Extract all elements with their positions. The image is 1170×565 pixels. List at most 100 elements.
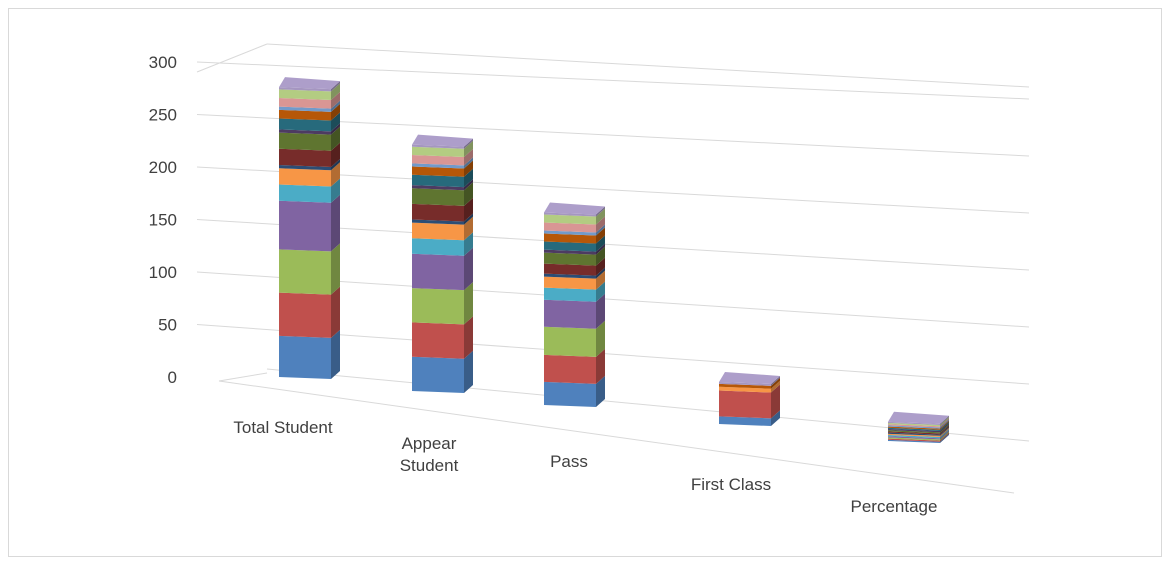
- bar-segment-side: [596, 293, 605, 329]
- bar-segment-side: [596, 348, 605, 384]
- bar-segment-side: [331, 91, 340, 109]
- bar-segment: [888, 438, 940, 442]
- bar-segment-side: [464, 157, 473, 169]
- bar-segment: [412, 238, 464, 256]
- bar-segment: [279, 132, 331, 151]
- bar-segment: [544, 249, 596, 255]
- bar-segment-side: [331, 103, 340, 121]
- bar-segment-side: [464, 168, 473, 188]
- bar-segment: [544, 276, 596, 290]
- bar-segment-side: [940, 427, 949, 437]
- bar-segment: [412, 288, 464, 325]
- bar-segment: [888, 432, 940, 436]
- bar-segment-side: [331, 194, 340, 252]
- bar-segment-side: [596, 281, 605, 302]
- y-tick-label: 200: [149, 158, 177, 177]
- bar-segment-side: [940, 433, 949, 443]
- bar-segment-side: [940, 430, 949, 440]
- stacked-3d-bar-chart: 0 50 100 150 200 250 300 Total Student A…: [149, 43, 1030, 516]
- category-label-percentage: Percentage: [851, 497, 938, 516]
- bar-segment-side: [940, 417, 949, 427]
- bar-segment-side: [331, 126, 340, 151]
- bar-segment: [412, 185, 464, 191]
- bar-segment-side: [596, 206, 605, 217]
- bar-segment: [412, 203, 464, 222]
- bar-segment: [412, 155, 464, 166]
- bar-segment: [544, 212, 596, 217]
- category-label-first-class: First Class: [691, 475, 771, 494]
- bar-segment: [544, 381, 596, 407]
- bar-segment-side: [596, 224, 605, 236]
- bar-segment: [279, 97, 331, 109]
- bar-segment: [412, 144, 464, 149]
- bar-segment-side: [940, 418, 949, 428]
- bar-segment: [888, 423, 940, 427]
- bar-segment-side: [940, 415, 949, 425]
- bar-segment-side: [940, 420, 949, 430]
- bar-segment: [544, 326, 596, 357]
- bar-segment: [544, 241, 596, 252]
- bar-segment: [888, 424, 940, 428]
- bar-segment: [544, 263, 596, 276]
- bar-top: [888, 411, 949, 424]
- bar-segment-side: [464, 197, 473, 222]
- bar-segment: [279, 292, 331, 338]
- bar-segment: [279, 168, 331, 187]
- bar-segment: [279, 165, 331, 171]
- bar-segment-side: [596, 227, 605, 244]
- bar-segment-side: [464, 282, 473, 325]
- category-label-pass: Pass: [550, 452, 588, 471]
- bar-segment-side: [596, 257, 605, 276]
- bar-stack: [719, 371, 780, 426]
- bar-segment: [888, 429, 940, 433]
- chart-area: 0 50 100 150 200 250 300 Total Student A…: [8, 8, 1162, 557]
- category-label-total-student: Total Student: [233, 418, 333, 437]
- bar-segment: [544, 354, 596, 384]
- bar-segment-side: [940, 432, 949, 442]
- bar-segment-side: [331, 100, 340, 112]
- bar-segment: [888, 425, 940, 429]
- bar-segment: [412, 222, 464, 241]
- bar-segment-side: [464, 350, 473, 393]
- bar-segment-side: [331, 178, 340, 203]
- bar-segment: [412, 163, 464, 169]
- bar-segment-side: [464, 316, 473, 359]
- bar-segment: [888, 430, 940, 434]
- bar-segment: [888, 436, 940, 440]
- bar-stack: [544, 202, 605, 407]
- bar-top: [544, 202, 605, 215]
- bar-segment-side: [940, 429, 949, 439]
- bar-segment: [888, 421, 940, 425]
- bar-segment-side: [596, 375, 605, 407]
- bar-segment-side: [331, 286, 340, 338]
- wall-edge: [196, 43, 268, 73]
- bar-segment-side: [596, 216, 605, 233]
- bar-stack: [279, 77, 340, 379]
- bar-segment-side: [940, 431, 949, 441]
- y-tick-label: 250: [149, 106, 177, 125]
- bar-segment-side: [940, 421, 949, 431]
- bar-segment-side: [596, 320, 605, 357]
- bar-segment-side: [596, 267, 605, 279]
- bar-segment: [544, 252, 596, 266]
- y-tick-label: 300: [149, 53, 177, 72]
- bar-segment: [544, 299, 596, 329]
- y-axis-tick-labels: 0 50 100 150 200 250 300: [149, 53, 177, 387]
- bar-segment: [412, 166, 464, 177]
- wall-top-edge: [266, 43, 1030, 88]
- bar-segment-side: [331, 123, 340, 135]
- bar-stack: [888, 411, 949, 443]
- bar-segment-side: [464, 140, 473, 158]
- bar-segment-side: [771, 377, 780, 389]
- bar-segment-side: [464, 216, 473, 241]
- floor-left-edge: [218, 372, 268, 382]
- bar-segment: [544, 273, 596, 279]
- bar-segment: [544, 222, 596, 233]
- bar-segment-side: [464, 213, 473, 225]
- bar-segment: [888, 435, 940, 439]
- bar-segment: [888, 439, 940, 443]
- bar-segment-side: [771, 410, 780, 426]
- bar-top: [412, 134, 473, 147]
- bar-segment-side: [940, 423, 949, 433]
- floor-front-edge: [218, 380, 1015, 494]
